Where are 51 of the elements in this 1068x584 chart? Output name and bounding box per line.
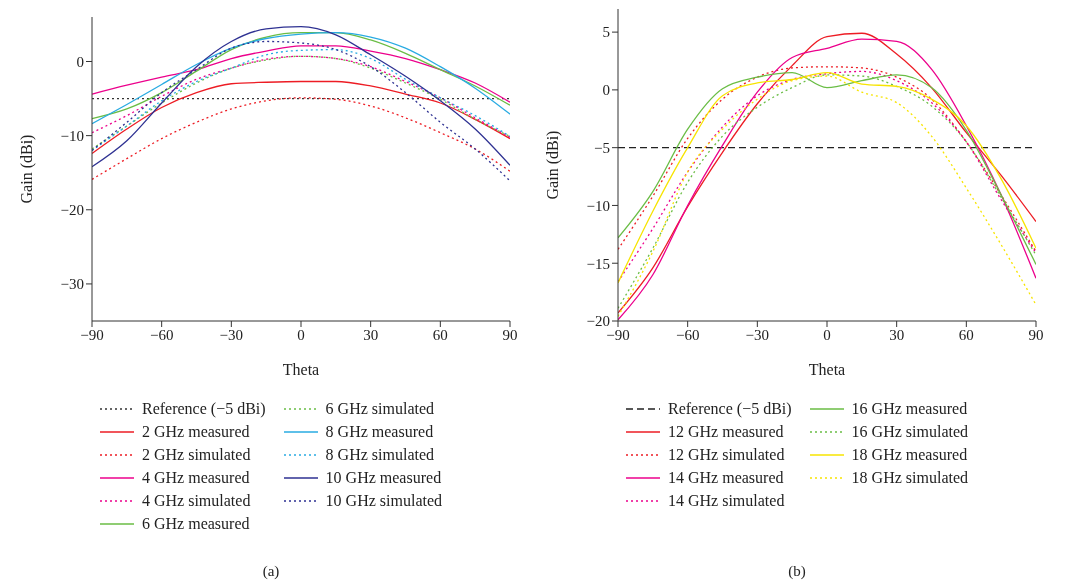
x-tick-label: 30	[889, 326, 905, 343]
line-series	[92, 45, 510, 103]
y-tick-label: −20	[60, 202, 84, 219]
legend-label: 2 GHz measured	[141, 422, 250, 442]
x-tick-label: 0	[297, 326, 305, 343]
legend-label: 10 GHz measured	[325, 468, 442, 488]
legend-label: 18 GHz measured	[851, 445, 968, 465]
x-tick-label: 0	[823, 326, 831, 343]
x-tick-label: 60	[432, 326, 448, 343]
legend-label: 12 GHz simulated	[667, 445, 785, 465]
legend-label: Reference (−5 dBi)	[667, 399, 792, 420]
line-series	[92, 97, 510, 181]
y-tick-label: −30	[60, 276, 84, 293]
legend-label: 6 GHz simulated	[325, 399, 435, 419]
y-tick-label: −10	[60, 127, 84, 144]
x-tick-label: 90	[1028, 326, 1044, 343]
legend-label: 12 GHz measured	[667, 422, 784, 442]
x-tick-label: −60	[675, 326, 700, 343]
x-tick-label: 90	[502, 326, 518, 343]
legend-label: 4 GHz simulated	[141, 491, 251, 511]
legend-label: 8 GHz simulated	[325, 445, 435, 465]
legend-label: 10 GHz simulated	[325, 491, 443, 511]
x-tick-label: −90	[80, 326, 104, 343]
legend-label: Reference (−5 dBi)	[141, 399, 266, 420]
legend-label: 16 GHz measured	[851, 399, 968, 419]
legend-label: 8 GHz measured	[325, 422, 434, 442]
legend-label: 18 GHz simulated	[851, 468, 969, 488]
x-axis-title: Theta	[808, 361, 846, 378]
legend-label: 14 GHz simulated	[667, 491, 785, 511]
legend-label: 16 GHz simulated	[851, 422, 969, 442]
legend-label: 6 GHz measured	[141, 514, 250, 534]
legend-label: 2 GHz simulated	[141, 445, 251, 465]
x-tick-label: 30	[363, 326, 379, 343]
line-series	[92, 80, 510, 155]
y-tick-label: 0	[76, 53, 84, 70]
y-axis-title: Gain (dBi)	[17, 134, 36, 204]
x-tick-label: −60	[149, 326, 174, 343]
x-tick-label: 60	[958, 326, 974, 343]
y-tick-label: −10	[586, 197, 610, 214]
x-tick-label: −30	[219, 326, 244, 343]
x-axis-title: Theta	[282, 361, 320, 378]
text: (b)	[787, 563, 807, 580]
y-tick-label: 0	[602, 82, 610, 99]
y-tick-label: 5	[602, 24, 610, 41]
y-tick-label: −5	[594, 139, 610, 156]
y-tick-label: −15	[586, 255, 610, 272]
text: (a)	[261, 563, 281, 580]
y-axis-title: Gain (dBi)	[543, 130, 562, 200]
legend-label: 14 GHz measured	[667, 468, 784, 488]
legend-label: 4 GHz measured	[141, 468, 250, 488]
x-tick-label: −30	[745, 326, 770, 343]
